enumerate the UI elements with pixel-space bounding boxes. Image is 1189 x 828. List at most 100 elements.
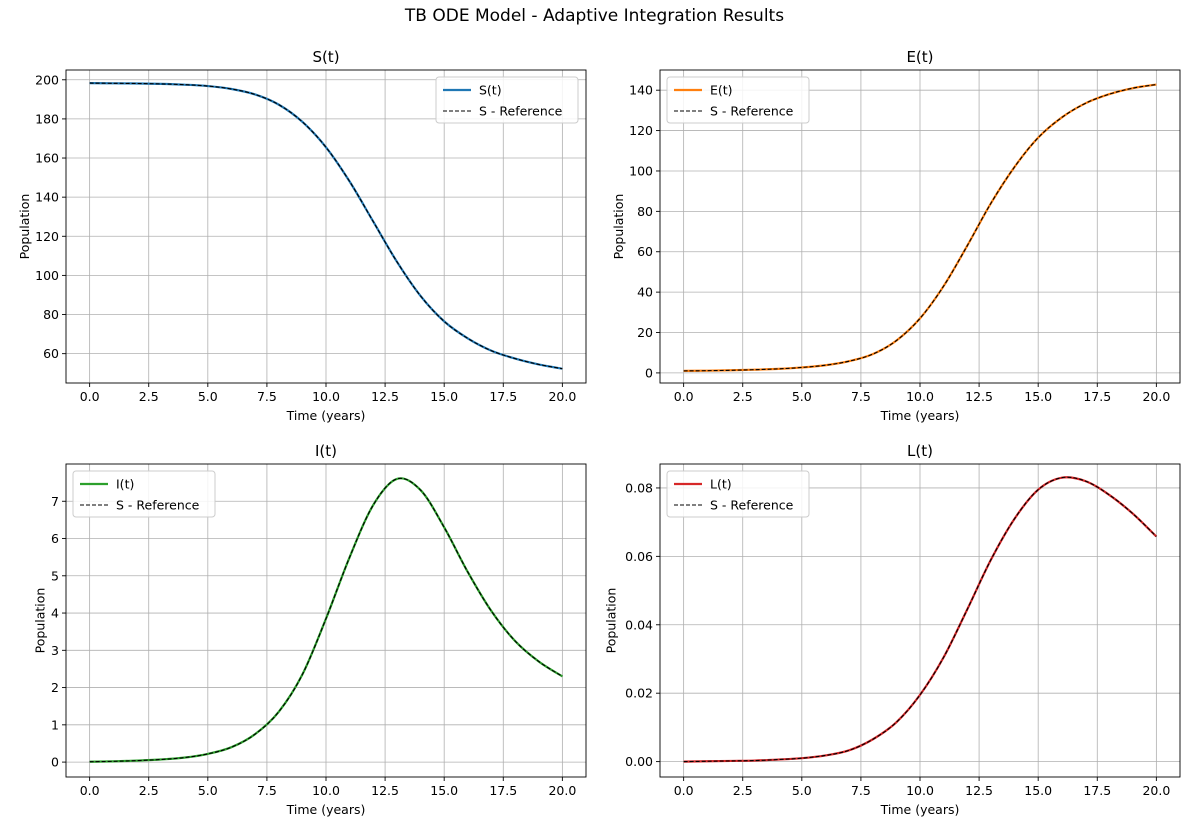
x-tick-label: 0.0 xyxy=(674,389,694,404)
x-tick-label: 12.5 xyxy=(371,783,399,798)
x-axis-label: Time (years) xyxy=(880,408,960,423)
legend-label: S - Reference xyxy=(710,104,794,119)
y-tick-label: 6 xyxy=(51,531,59,546)
y-tick-label: 40 xyxy=(637,285,653,300)
x-tick-label: 0.0 xyxy=(80,783,100,798)
y-axis-label: Population xyxy=(611,194,626,260)
x-tick-label: 10.0 xyxy=(906,389,934,404)
legend: L(t) S - Reference xyxy=(666,470,810,518)
y-tick-label: 0.00 xyxy=(625,754,653,769)
x-tick-label: 10.0 xyxy=(312,783,340,798)
y-tick-label: 4 xyxy=(51,606,59,621)
subplot-title: I(t) xyxy=(315,442,337,460)
y-axis-label: Population xyxy=(32,588,47,654)
legend-box xyxy=(666,470,810,518)
x-tick-label: 20.0 xyxy=(1142,783,1170,798)
legend-label: I(t) xyxy=(116,477,134,492)
y-tick-label: 120 xyxy=(35,229,59,244)
y-tick-label: 20 xyxy=(637,325,653,340)
y-tick-label: 2 xyxy=(51,680,59,695)
x-tick-label: 0.0 xyxy=(80,389,100,404)
x-tick-label: 10.0 xyxy=(906,783,934,798)
y-tick-label: 100 xyxy=(35,268,59,283)
figure-title: TB ODE Model - Adaptive Integration Resu… xyxy=(404,6,785,26)
y-tick-label: 120 xyxy=(629,123,653,138)
x-tick-label: 12.5 xyxy=(965,389,993,404)
legend-label: L(t) xyxy=(710,477,732,492)
x-tick-label: 7.5 xyxy=(851,389,871,404)
legend: E(t) S - Reference xyxy=(666,76,810,124)
x-tick-label: 20.0 xyxy=(548,389,576,404)
y-axis-label: Population xyxy=(604,588,619,654)
y-tick-label: 1 xyxy=(51,717,59,732)
legend-box xyxy=(72,470,216,518)
x-tick-label: 2.5 xyxy=(139,783,159,798)
x-tick-label: 10.0 xyxy=(312,389,340,404)
y-tick-label: 100 xyxy=(629,163,653,178)
y-tick-label: 3 xyxy=(51,643,59,658)
x-tick-label: 2.5 xyxy=(733,783,753,798)
x-tick-label: 17.5 xyxy=(489,389,517,404)
y-tick-label: 180 xyxy=(35,111,59,126)
y-tick-label: 0 xyxy=(645,365,653,380)
y-tick-label: 0.08 xyxy=(625,480,653,495)
y-tick-label: 80 xyxy=(43,307,59,322)
x-tick-label: 7.5 xyxy=(257,389,277,404)
legend-label: S(t) xyxy=(479,83,502,98)
y-tick-label: 0.06 xyxy=(625,549,653,564)
series-line-reference xyxy=(683,83,1157,372)
y-tick-label: 7 xyxy=(51,494,59,509)
x-tick-label: 5.0 xyxy=(792,389,812,404)
x-tick-label: 15.0 xyxy=(430,389,458,404)
y-tick-label: 60 xyxy=(43,346,59,361)
x-tick-label: 15.0 xyxy=(430,783,458,798)
subplot-title: L(t) xyxy=(907,442,933,460)
x-tick-label: 2.5 xyxy=(733,389,753,404)
x-tick-label: 12.5 xyxy=(965,783,993,798)
legend-box xyxy=(666,76,810,124)
y-tick-label: 80 xyxy=(637,204,653,219)
x-tick-label: 20.0 xyxy=(1142,389,1170,404)
y-tick-label: 140 xyxy=(35,190,59,205)
y-tick-label: 60 xyxy=(637,244,653,259)
legend: S(t) S - Reference xyxy=(435,76,579,124)
x-tick-label: 5.0 xyxy=(792,783,812,798)
x-tick-label: 5.0 xyxy=(198,783,218,798)
series-line-reference xyxy=(89,477,563,763)
y-tick-label: 160 xyxy=(35,151,59,166)
x-tick-label: 17.5 xyxy=(489,783,517,798)
y-tick-label: 0.04 xyxy=(625,617,653,632)
x-axis-label: Time (years) xyxy=(880,802,960,817)
legend-label: E(t) xyxy=(710,83,733,98)
y-tick-label: 0.02 xyxy=(625,686,653,701)
x-tick-label: 17.5 xyxy=(1083,389,1111,404)
series-line-main xyxy=(683,476,1158,763)
legend-label: S - Reference xyxy=(710,498,794,513)
x-tick-label: 15.0 xyxy=(1024,783,1052,798)
series-line-main xyxy=(89,82,563,370)
x-axis-label: Time (years) xyxy=(286,408,366,423)
legend-label: S - Reference xyxy=(479,104,563,119)
x-tick-label: 7.5 xyxy=(257,783,277,798)
legend: I(t) S - Reference xyxy=(72,470,216,518)
legend-box xyxy=(435,76,579,124)
x-tick-label: 12.5 xyxy=(371,389,399,404)
y-tick-label: 5 xyxy=(51,568,59,583)
x-tick-label: 0.0 xyxy=(674,783,694,798)
subplot-3: 0.0 2.5 5.0 7.5 10.0 12.5 15.0 17.5 20.0 0.00 0.02… xyxy=(604,442,1181,817)
x-axis-label: Time (years) xyxy=(286,802,366,817)
x-tick-label: 2.5 xyxy=(139,389,159,404)
x-tick-label: 17.5 xyxy=(1083,783,1111,798)
y-tick-label: 0 xyxy=(51,755,59,770)
y-tick-label: 200 xyxy=(35,72,59,87)
x-tick-label: 5.0 xyxy=(198,389,218,404)
subplot-title: S(t) xyxy=(312,48,339,66)
y-axis-label: Population xyxy=(17,194,32,260)
x-tick-label: 15.0 xyxy=(1024,389,1052,404)
subplot-title: E(t) xyxy=(906,48,933,66)
x-tick-label: 7.5 xyxy=(851,783,871,798)
x-tick-label: 20.0 xyxy=(548,783,576,798)
y-tick-label: 140 xyxy=(629,83,653,98)
